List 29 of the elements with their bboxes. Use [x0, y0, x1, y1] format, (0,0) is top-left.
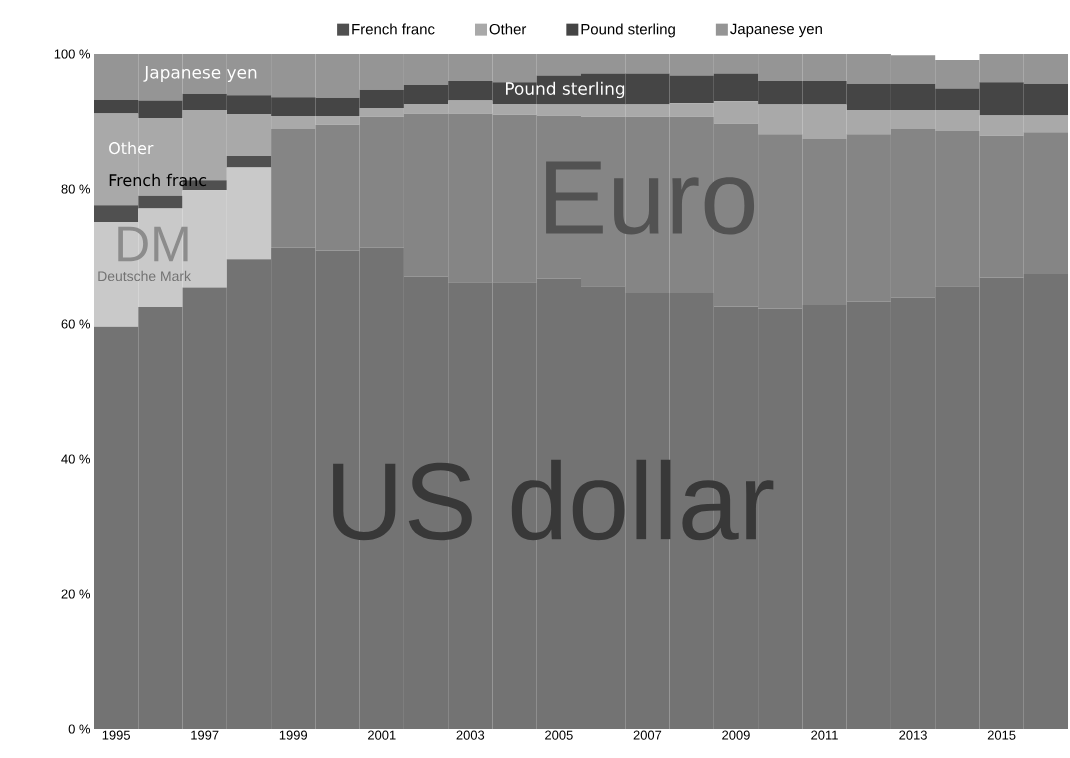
annotation: Pound sterling	[506, 81, 625, 99]
annotation: US dollar	[333, 459, 774, 541]
y-tick-label: 100 %	[54, 49, 91, 59]
x-tick-label: 2009	[722, 730, 750, 740]
annotation: Japanese yen	[143, 66, 257, 82]
y-tick-label: 0 %	[68, 724, 91, 734]
annotation: Other	[109, 141, 154, 155]
x-tick-label: 2015	[987, 730, 1016, 740]
y-tick-label: 40 %	[61, 454, 91, 464]
x-tick-label: 2007	[633, 730, 662, 740]
x-tick-label: 1997	[191, 730, 219, 740]
annotation: Deutsche Mark	[98, 270, 191, 282]
y-tick-label: 20 %	[61, 589, 91, 599]
legend-label: Japanese yen	[730, 23, 822, 38]
y-tick-label: 60 %	[61, 319, 91, 329]
annotation: DM	[118, 226, 188, 262]
x-tick-label: 2013	[899, 730, 927, 740]
annotation: Euro	[546, 161, 755, 235]
x-tick-label: 2005	[545, 730, 573, 740]
legend-label: Other	[489, 23, 527, 35]
x-tick-label: 2001	[368, 730, 396, 740]
x-tick-label: 2003	[456, 730, 485, 740]
annotation: French franc	[109, 173, 207, 187]
x-tick-label: 2011	[811, 730, 838, 740]
y-tick-label: 80 %	[61, 184, 91, 194]
x-tick-label: 1999	[279, 730, 308, 740]
x-tick-label: 1995	[102, 730, 130, 740]
legend-label: French franc	[352, 23, 435, 35]
legend-label: Pound sterling	[581, 23, 675, 38]
